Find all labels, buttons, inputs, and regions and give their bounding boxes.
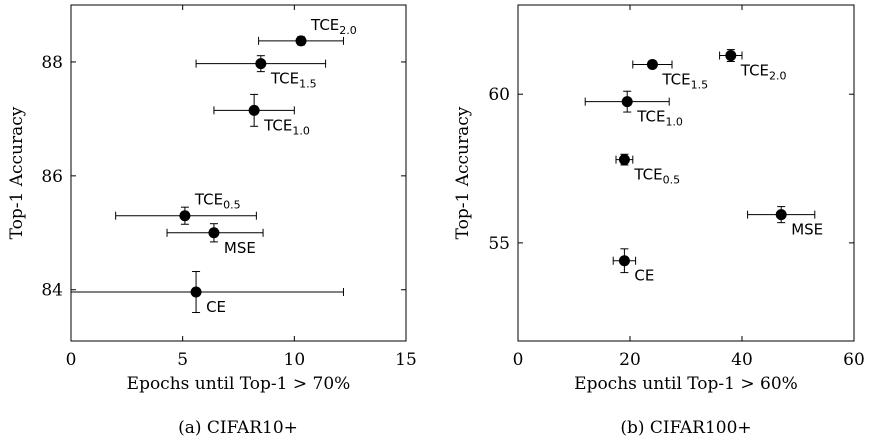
point-label: TCE0.5: [194, 191, 241, 212]
y-tick-label: 55: [488, 234, 510, 254]
data-point-group: TCE2.0: [719, 49, 787, 83]
x-axis-label: Epochs until Top-1 > 70%: [127, 374, 351, 394]
x-tick-label: 0: [66, 350, 77, 370]
x-tick-label: 0: [513, 350, 524, 370]
plot-frame: [70, 4, 407, 342]
data-point-group: TCE0.5: [615, 153, 680, 187]
x-axis-label: Epochs until Top-1 > 60%: [574, 374, 798, 394]
point-label: CE: [206, 298, 226, 316]
data-point-group: TCE2.0: [258, 16, 357, 47]
data-point: [179, 210, 191, 222]
x-tick-label: 60: [843, 350, 865, 370]
panel-caption: (a) CIFAR10+: [178, 418, 298, 438]
y-axis-label: Top-1 Accuracy: [453, 106, 473, 239]
y-tick-label: 84: [41, 281, 63, 301]
chart-panel-cifar100: 0 20 40 60 55 60 Epochs until Top-1 > 60% Top-1…: [453, 4, 865, 438]
plot-frame: [517, 4, 855, 342]
data-point-group: MSE: [747, 206, 823, 239]
point-label: TCE1.0: [636, 108, 683, 129]
point-label: TCE2.0: [740, 62, 787, 83]
data-point-group: CE: [612, 248, 654, 285]
data-point: [618, 255, 630, 267]
point-label: CE: [634, 267, 654, 285]
data-point-group: MSE: [166, 223, 264, 257]
y-axis-label: Top-1 Accuracy: [7, 106, 27, 239]
data-point: [190, 286, 202, 298]
point-label: TCE1.0: [263, 116, 310, 137]
data-point: [775, 209, 787, 221]
data-point: [725, 50, 737, 62]
x-tick-label: 40: [731, 350, 753, 370]
data-point-group: TCE1.5: [632, 58, 708, 91]
data-point-group: CE: [70, 271, 344, 316]
x-tick-label: 20: [619, 350, 641, 370]
data-point: [248, 104, 260, 116]
point-label: MSE: [224, 239, 256, 257]
panel-caption: (b) CIFAR100+: [620, 418, 751, 438]
data-point: [621, 96, 633, 108]
y-tick-label: 86: [41, 167, 63, 187]
x-tick-label: 10: [284, 350, 306, 370]
y-tick-label: 88: [41, 53, 63, 73]
data-point-group: TCE0.5: [115, 191, 257, 225]
y-tick-label: 60: [488, 85, 510, 105]
point-label: TCE1.5: [661, 70, 708, 91]
point-label: TCE1.5: [270, 70, 317, 91]
data-point: [646, 58, 658, 70]
point-label: TCE2.0: [310, 16, 357, 37]
x-tick-label: 15: [395, 350, 417, 370]
data-point: [295, 35, 307, 47]
data-point: [208, 227, 220, 239]
x-tick-label: 5: [177, 350, 188, 370]
data-point-group: TCE1.0: [584, 90, 683, 129]
data-point: [255, 58, 267, 70]
data-point-group: TCE1.5: [195, 55, 327, 91]
data-point: [618, 154, 630, 166]
point-label: TCE0.5: [633, 166, 680, 187]
point-label: MSE: [791, 221, 823, 239]
chart-panel-cifar10: 0 5 10 15 84 86 88 Epochs until Top-1 > 70% Top-…: [7, 4, 417, 438]
data-point-group: TCE1.0: [213, 93, 310, 137]
